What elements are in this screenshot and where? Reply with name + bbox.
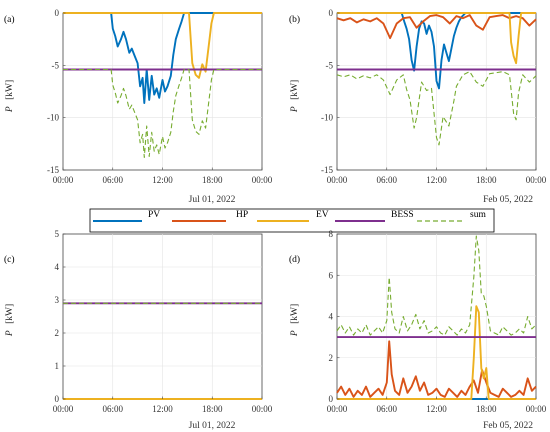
panel-b-date: Feb 05, 2022 bbox=[483, 195, 533, 205]
panel-a-date: Jul 01, 2022 bbox=[189, 195, 236, 205]
panel-d-series-ev bbox=[337, 305, 536, 400]
panel-b-y-unit: [kW] bbox=[290, 80, 300, 100]
panel-d-y-axis-label: P [kW] bbox=[290, 304, 300, 337]
panel-c-date: Jul 01, 2022 bbox=[189, 421, 236, 431]
panel-d-ytick-label-0: 0 bbox=[329, 394, 334, 404]
panel-d-series-hp bbox=[336, 340, 537, 398]
panel-c-ytick-label-3: 3 bbox=[55, 295, 60, 305]
panel-b-xtick-label-4: 00:00 bbox=[526, 175, 547, 185]
panel-b-series-hp bbox=[336, 14, 537, 40]
panel-b-series bbox=[336, 12, 537, 146]
panel-d-xtick-label-1: 06:00 bbox=[376, 404, 397, 414]
panel-a-xtick-label-3: 18:00 bbox=[202, 175, 223, 185]
panel-c-grid bbox=[63, 234, 262, 399]
legend-label-bess: BESS bbox=[391, 210, 414, 220]
panel-c-ytick-label-4: 4 bbox=[55, 262, 60, 272]
panel-d-ytick-label-3: 6 bbox=[329, 270, 334, 280]
panel-a-ytick-label-0: 0 bbox=[55, 8, 60, 18]
panel-c-xtick-label-0: 00:00 bbox=[53, 404, 74, 414]
panel-d-xtick-label-0: 00:00 bbox=[327, 404, 348, 414]
panel-d-ytick-label-4: 8 bbox=[329, 229, 334, 239]
panel-d-letter: (d) bbox=[289, 254, 300, 265]
panel-b-series-sum bbox=[336, 71, 537, 146]
panel-a-series-ev bbox=[63, 12, 262, 79]
panel-a-xtick-label-2: 12:00 bbox=[152, 175, 173, 185]
panel-a-ytick-label-3: -15 bbox=[47, 165, 59, 175]
panel-b-xtick-label-1: 06:00 bbox=[376, 175, 397, 185]
panel-b-letter: (b) bbox=[289, 14, 300, 25]
panel-c-xtick-label-3: 18:00 bbox=[202, 404, 223, 414]
panel-c-ytick-label-0: 0 bbox=[55, 394, 60, 404]
panel-b-series-ev bbox=[337, 12, 536, 65]
legend-entry-pv: PV bbox=[93, 210, 160, 222]
panel-d-ytick-label-1: 2 bbox=[329, 353, 334, 363]
panel-d-y-quantity: P bbox=[290, 330, 300, 337]
panel-c-y-unit: [kW] bbox=[5, 304, 15, 324]
panel-b-xtick-label-3: 18:00 bbox=[476, 175, 497, 185]
panel-c-y-quantity: P bbox=[5, 330, 15, 337]
panel-b-ytick-label-3: -15 bbox=[321, 165, 333, 175]
panel-c-xtick-label-4: 00:00 bbox=[252, 404, 273, 414]
legend-entry-bess: BESS bbox=[335, 210, 414, 222]
panel-b-ytick-label-0: 0 bbox=[329, 8, 334, 18]
panel-a-series bbox=[63, 12, 262, 158]
panel-c-y-axis-label: P [kW] bbox=[5, 304, 15, 337]
panel-a-grid bbox=[63, 13, 262, 170]
panel-c-xtick-label-2: 12:00 bbox=[152, 404, 173, 414]
panel-a: 00:00 06:00 12:00 18:00 00:00 0 -5 -10 -15 (a) P… bbox=[4, 8, 273, 205]
legend-entry-hp: HP bbox=[172, 210, 248, 222]
panel-d-series-sum bbox=[336, 235, 537, 336]
legend: PV HP EV BESS sum bbox=[89, 208, 495, 233]
panel-b-xtick-label-0: 00:00 bbox=[327, 175, 348, 185]
panel-a-xtick-label-4: 00:00 bbox=[252, 175, 273, 185]
panel-a-ytick-label-1: -5 bbox=[52, 60, 60, 70]
panel-a-xtick-label-0: 00:00 bbox=[53, 175, 74, 185]
panel-d-grid bbox=[337, 234, 536, 399]
legend-entry-ev: EV bbox=[257, 210, 329, 222]
panel-a-ytick-label-2: -10 bbox=[47, 113, 59, 123]
panel-a-letter: (a) bbox=[4, 14, 15, 25]
panel-c-xtick-label-1: 06:00 bbox=[102, 404, 123, 414]
panel-a-y-axis-label: P [kW] bbox=[5, 80, 15, 113]
panel-d-xtick-label-4: 00:00 bbox=[526, 404, 547, 414]
panel-b: 00:00 06:00 12:00 18:00 00:00 0 -5 -10 -15 (b) P… bbox=[289, 8, 547, 205]
panel-c-ytick-label-1: 1 bbox=[55, 361, 60, 371]
panel-b-y-quantity: P bbox=[290, 106, 300, 113]
panel-b-xtick-label-2: 12:00 bbox=[426, 175, 447, 185]
panel-a-y-unit: [kW] bbox=[5, 80, 15, 100]
panel-c-letter: (c) bbox=[4, 254, 15, 265]
panel-b-grid bbox=[337, 13, 536, 170]
legend-label-hp: HP bbox=[236, 210, 248, 220]
panel-d-ytick-label-2: 4 bbox=[329, 312, 334, 322]
panel-c-ytick-label-2: 2 bbox=[55, 328, 60, 338]
panel-b-y-axis-label: P [kW] bbox=[290, 80, 300, 113]
panel-a-series-sum bbox=[63, 68, 262, 158]
legend-entry-sum: sum bbox=[417, 210, 486, 222]
panel-d-date: Feb 05, 2022 bbox=[483, 421, 533, 431]
panel-b-ytick-label-1: -5 bbox=[326, 60, 334, 70]
panel-d-xtick-label-2: 12:00 bbox=[426, 404, 447, 414]
panel-b-ytick-label-2: -10 bbox=[321, 113, 333, 123]
panel-a-ticks: 00:00 06:00 12:00 18:00 00:00 0 -5 -10 -15 bbox=[47, 8, 273, 185]
panel-d-xtick-label-3: 18:00 bbox=[476, 404, 497, 414]
panel-d-y-unit: [kW] bbox=[290, 304, 300, 324]
legend-label-sum: sum bbox=[470, 210, 486, 220]
panel-a-xtick-label-1: 06:00 bbox=[102, 175, 123, 185]
legend-label-pv: PV bbox=[148, 210, 160, 220]
legend-label-ev: EV bbox=[316, 210, 329, 220]
panel-b-series-pv bbox=[337, 12, 536, 90]
panel-c-ytick-label-5: 5 bbox=[55, 229, 60, 239]
panel-a-y-quantity: P bbox=[5, 106, 15, 113]
panel-b-ticks: 00:00 06:00 12:00 18:00 00:00 0 -5 -10 -15 bbox=[321, 8, 547, 185]
